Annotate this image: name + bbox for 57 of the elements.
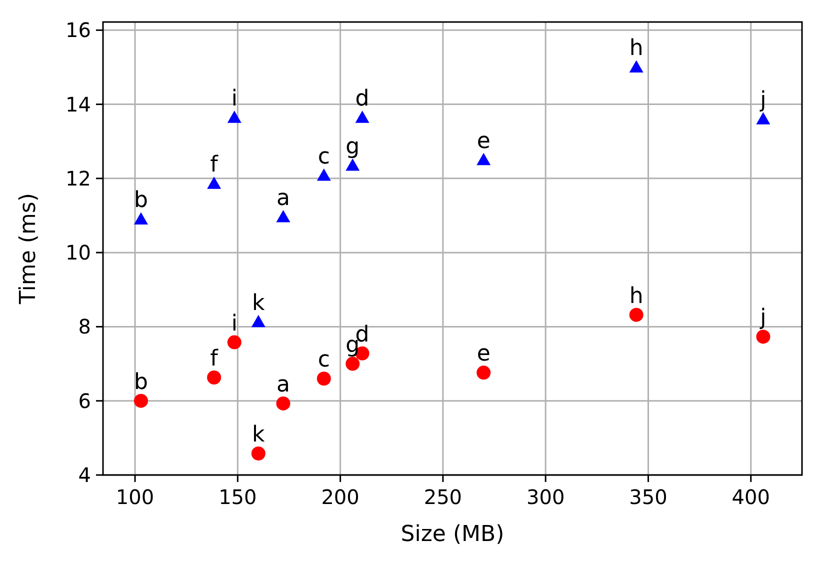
y-tick-label: 8 (78, 314, 91, 339)
point (134, 394, 148, 408)
point (346, 158, 360, 171)
annotation: f (210, 346, 220, 372)
point (207, 176, 222, 189)
annotation: i (231, 86, 238, 112)
point (346, 356, 360, 371)
annotation: a (276, 186, 290, 211)
y-tick-label: 14 (66, 92, 91, 116)
point (629, 60, 644, 72)
annotation: j (759, 306, 766, 331)
point (316, 168, 331, 181)
annotation: h (629, 284, 644, 309)
x-tick-label: 300 (526, 485, 565, 509)
point (134, 212, 148, 224)
y-tick-label: 12 (66, 166, 91, 190)
annotation: g (346, 134, 360, 160)
annotation: e (476, 128, 490, 154)
point (756, 330, 770, 344)
x-tick-label: 250 (424, 485, 462, 509)
annotation: c (318, 348, 330, 373)
annotation: e (476, 342, 490, 367)
annotation: h (629, 36, 644, 62)
point (251, 446, 266, 460)
point (355, 110, 370, 123)
point (227, 110, 242, 123)
annotation: k (252, 422, 266, 448)
annotation: c (318, 144, 330, 170)
annotation: f (210, 152, 220, 178)
point (476, 152, 491, 166)
x-tick-label: 400 (732, 485, 770, 509)
annotation: b (134, 188, 148, 214)
y-axis-title: Time (ms) (16, 193, 41, 305)
point (316, 372, 331, 386)
y-tick-label: 6 (78, 388, 91, 413)
x-tick-label: 350 (629, 485, 668, 509)
point (276, 396, 290, 410)
point (756, 112, 770, 124)
y-tick-label: 16 (66, 18, 91, 42)
point (276, 210, 290, 222)
point (251, 314, 266, 328)
x-axis-title: Size (MB) (400, 522, 504, 547)
annotation: d (355, 86, 370, 112)
y-tick-label: 10 (66, 240, 91, 265)
point (207, 370, 222, 385)
point (476, 366, 491, 380)
x-tick-label: 150 (218, 485, 257, 509)
point (629, 308, 644, 322)
annotation: b (134, 370, 148, 395)
annotation: i (231, 311, 238, 336)
annotation: k (252, 290, 266, 316)
annotation: a (276, 372, 290, 398)
x-tick-label: 100 (116, 485, 154, 509)
y-tick-label: 4 (78, 463, 91, 487)
annotation: j (759, 88, 766, 114)
point (227, 335, 242, 350)
x-tick-label: 200 (321, 485, 360, 509)
